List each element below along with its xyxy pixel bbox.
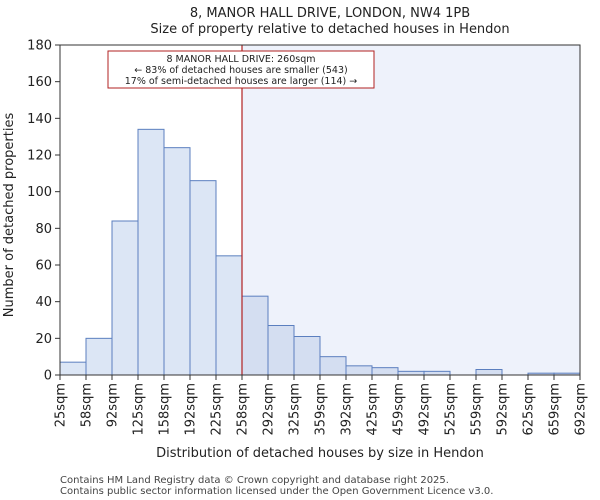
bar-92sqm <box>111 220 139 376</box>
y-tick-60: 60 <box>35 259 52 274</box>
x-tick-labels: 25sqm 58sqm 92sqm 125sqm 158sqm 192sqm 225sqm 2… <box>54 383 589 436</box>
bar-292sqm <box>267 325 295 376</box>
annotation-frame <box>107 50 375 89</box>
annotation-line-2: ← 83% of detached houses are smaller (54… <box>134 65 347 76</box>
y-axis-label: Number of detached properties <box>2 113 17 318</box>
x-tick-258sqm: 258sqm <box>236 383 251 436</box>
bar-359sqm <box>319 356 347 376</box>
y-tick-80: 80 <box>35 222 52 237</box>
y-tick-40: 40 <box>35 295 52 310</box>
bar-492sqm <box>423 370 451 376</box>
y-tick-160: 160 <box>27 75 52 90</box>
y-tick-140: 140 <box>27 112 52 127</box>
x-tick-659sqm: 659sqm <box>548 383 563 436</box>
x-tick-392sqm: 392sqm <box>340 383 355 436</box>
x-tick-459sqm: 459sqm <box>392 383 407 436</box>
bar-459sqm <box>397 370 425 376</box>
bar-25sqm <box>59 361 87 376</box>
x-tick-525sqm: 525sqm <box>444 383 459 436</box>
x-tick-292sqm: 292sqm <box>262 383 277 436</box>
x-tick-158sqm: 158sqm <box>158 383 173 436</box>
footer-line-2: Contains public sector information licen… <box>60 486 493 497</box>
annotation-box: 8 MANOR HALL DRIVE: 260sqm ← 83% of deta… <box>107 50 375 89</box>
bar-192sqm <box>189 180 217 376</box>
footer-line-1: Contains HM Land Registry data © Crown c… <box>60 475 449 486</box>
bar-125sqm <box>137 128 165 376</box>
bar-392sqm <box>345 365 373 376</box>
y-tick-180: 180 <box>27 39 52 54</box>
x-tick-625sqm: 625sqm <box>522 383 537 436</box>
annotation-line-3: 17% of semi-detached houses are larger (… <box>125 76 358 87</box>
bar-325sqm <box>293 336 321 376</box>
bar-425sqm <box>371 367 399 376</box>
bar-158sqm <box>163 147 191 376</box>
x-tick-359sqm: 359sqm <box>314 383 329 436</box>
x-tick-25sqm: 25sqm <box>54 383 69 427</box>
bars-group <box>59 128 581 376</box>
y-tick-0: 0 <box>44 369 52 384</box>
x-tick-559sqm: 559sqm <box>470 383 485 436</box>
chart-title: 8, MANOR HALL DRIVE, LONDON, NW4 1PB <box>190 6 470 21</box>
x-axis-label: Distribution of detached houses by size … <box>156 446 484 461</box>
x-tick-325sqm: 325sqm <box>288 383 303 436</box>
highlight-region <box>242 45 580 375</box>
x-tick-692sqm: 692sqm <box>574 383 589 436</box>
annotation-line-1: 8 MANOR HALL DRIVE: 260sqm <box>166 54 315 65</box>
bar-559sqm <box>475 369 503 376</box>
x-tick-125sqm: 125sqm <box>132 383 147 436</box>
x-tick-92sqm: 92sqm <box>106 383 121 427</box>
y-tick-20: 20 <box>35 332 52 347</box>
x-tick-58sqm: 58sqm <box>80 383 95 427</box>
x-tick-225sqm: 225sqm <box>210 383 225 436</box>
bar-258sqm <box>241 295 269 376</box>
axes-group <box>55 44 581 380</box>
bar-58sqm <box>85 337 113 376</box>
chart-subtitle: Size of property relative to detached ho… <box>150 22 509 37</box>
x-tick-425sqm: 425sqm <box>366 383 381 436</box>
y-tick-labels: 0 20 40 60 80 100 120 140 160 180 <box>27 39 52 384</box>
bar-225sqm <box>215 255 243 376</box>
x-tick-492sqm: 492sqm <box>418 383 433 436</box>
y-tick-100: 100 <box>27 185 52 200</box>
x-tick-192sqm: 192sqm <box>184 383 199 436</box>
x-tick-592sqm: 592sqm <box>496 383 511 436</box>
y-tick-120: 120 <box>27 149 52 164</box>
